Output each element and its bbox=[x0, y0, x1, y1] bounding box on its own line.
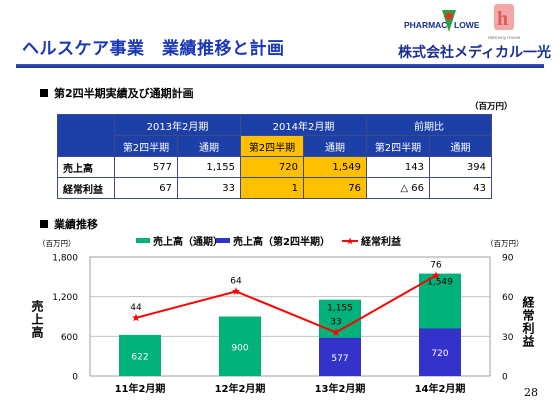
table-subheader: 第2四半期 bbox=[240, 135, 304, 157]
row-label: 売上高 bbox=[57, 156, 115, 178]
y-tick-label: 0 bbox=[72, 373, 78, 383]
y-tick-label: 1,800 bbox=[52, 254, 78, 264]
logo-flower-mark bbox=[442, 10, 456, 32]
data-label-annual-sales: 1,155 bbox=[327, 304, 353, 314]
legend-swatch bbox=[136, 238, 150, 243]
legend-label: 売上高（通期） bbox=[153, 237, 223, 248]
line-ordinary-profit bbox=[135, 274, 437, 334]
table-corner-cell bbox=[57, 114, 115, 157]
legend-label: 経常利益 bbox=[361, 237, 401, 248]
plot-area-frame bbox=[89, 256, 491, 377]
bar-q2-sales bbox=[319, 337, 361, 376]
table-row: 売上高 577 1,155 720 1,549 143 394 bbox=[57, 156, 492, 178]
y-tick-label: 1,200 bbox=[52, 293, 78, 303]
page-title: ヘルスケア事業 業績推移と計画 bbox=[22, 39, 285, 59]
table-cell: 67 bbox=[114, 177, 178, 199]
row-label: 経常利益 bbox=[57, 177, 115, 199]
data-label-annual-sales: 900 bbox=[231, 343, 248, 353]
y-tick-label: 600 bbox=[61, 333, 78, 343]
legend-item-q2: 売上高（第2四半期） bbox=[216, 233, 330, 248]
bar-annual-sales bbox=[219, 316, 261, 376]
table-cell: 76 bbox=[303, 177, 367, 199]
pharmacy-flower-logo: PHARMAC LOWER bbox=[404, 10, 480, 32]
x-tick-label: 14年2月期 bbox=[415, 382, 466, 395]
y-axis-title: 売上高 bbox=[30, 300, 44, 339]
table-cell: 577 bbox=[114, 156, 178, 178]
legend-label: 売上高（第2四半期） bbox=[233, 237, 330, 248]
chart-right-unit: （百万円） bbox=[486, 239, 524, 248]
table-cell: 1,549 bbox=[303, 156, 367, 178]
logo-pharmacy-text: PHARMAC bbox=[404, 20, 447, 30]
data-label-ordinary-profit: 64 bbox=[230, 276, 242, 286]
results-table: 2013年2月期 2014年2月期 前期比 第2四半期 通期 第2四半期 通期 … bbox=[57, 114, 492, 199]
legend-line-marker bbox=[342, 237, 358, 244]
section-trend-title: 業績推移 bbox=[54, 218, 98, 231]
table-subheader-row: 第2四半期 通期 第2四半期 通期 第2四半期 通期 bbox=[58, 135, 492, 157]
table-cell: 1,155 bbox=[177, 156, 241, 178]
table-subheader: 通期 bbox=[429, 135, 492, 157]
title-divider bbox=[16, 64, 544, 68]
table-subheader: 通期 bbox=[177, 135, 241, 157]
y2-tick-label: 60 bbox=[502, 293, 514, 303]
table-cell: 43 bbox=[429, 177, 492, 199]
x-tick-label: 12年2月期 bbox=[215, 382, 266, 395]
table-cell: 33 bbox=[177, 177, 241, 199]
bar-q2-sales bbox=[419, 328, 461, 376]
square-bullet-icon bbox=[40, 89, 48, 97]
x-tick-label: 13年2月期 bbox=[315, 382, 366, 395]
section-heading-results: 第2四半期実績及び通期計画 bbox=[40, 85, 194, 101]
data-label-q2-sales: 720 bbox=[431, 349, 448, 359]
harmony-house-logo: h Harmony House bbox=[488, 4, 521, 40]
table-subheader: 第2四半期 bbox=[366, 135, 430, 157]
marker-ordinary-profit bbox=[332, 328, 340, 336]
table-cell: 1 bbox=[240, 177, 304, 199]
company-name: 株式会社メディカル一光 bbox=[398, 45, 552, 61]
table-subheader: 通期 bbox=[303, 135, 367, 157]
bar-annual-sales bbox=[119, 334, 161, 376]
table-cell: △ 66 bbox=[366, 177, 430, 199]
data-label-q2-sales: 577 bbox=[331, 354, 348, 364]
y2-tick-label: 90 bbox=[502, 254, 514, 264]
data-label-ordinary-profit: 33 bbox=[330, 317, 341, 327]
section-results-title: 第2四半期実績及び通期計画 bbox=[54, 87, 194, 100]
section-heading-trend: 業績推移 bbox=[40, 216, 98, 232]
square-bullet-icon bbox=[40, 220, 48, 228]
legend-item-profit: 経常利益 bbox=[342, 233, 401, 248]
table-cell: 394 bbox=[429, 156, 492, 178]
chart-left-unit: （百万円） bbox=[38, 239, 76, 248]
logo-hh-text: Harmony House bbox=[488, 35, 521, 40]
legend-swatch bbox=[216, 238, 230, 243]
data-label-ordinary-profit: 76 bbox=[430, 261, 442, 271]
table-cell: 143 bbox=[366, 156, 430, 178]
data-label-ordinary-profit: 44 bbox=[130, 303, 142, 313]
table-row: 経常利益 67 33 1 76 △ 66 43 bbox=[57, 177, 492, 199]
table-group-header: 2014年2月期 bbox=[240, 114, 367, 136]
legend-item-annual: 売上高（通期） bbox=[136, 233, 223, 248]
x-tick-label: 11年2月期 bbox=[115, 382, 166, 395]
table-group-header-row: 2013年2月期 2014年2月期 前期比 bbox=[57, 114, 492, 157]
table-cell: 720 bbox=[240, 156, 304, 178]
logo-flower-text: LOWER bbox=[454, 20, 480, 30]
svg-text:h: h bbox=[497, 8, 508, 30]
data-label-annual-sales: 622 bbox=[131, 352, 148, 362]
y2-axis-title: 経常利益 bbox=[521, 296, 535, 348]
marker-ordinary-profit bbox=[132, 313, 140, 322]
table-group-header: 前期比 bbox=[366, 114, 492, 136]
marker-ordinary-profit bbox=[232, 287, 240, 295]
page-number: 28 bbox=[524, 386, 538, 399]
data-label-annual-sales: 1,549 bbox=[427, 278, 453, 288]
y2-tick-label: 0 bbox=[502, 373, 508, 383]
table-unit-label: （百万円） bbox=[470, 102, 513, 112]
marker-ordinary-profit bbox=[432, 271, 440, 279]
y2-tick-label: 30 bbox=[502, 333, 514, 343]
